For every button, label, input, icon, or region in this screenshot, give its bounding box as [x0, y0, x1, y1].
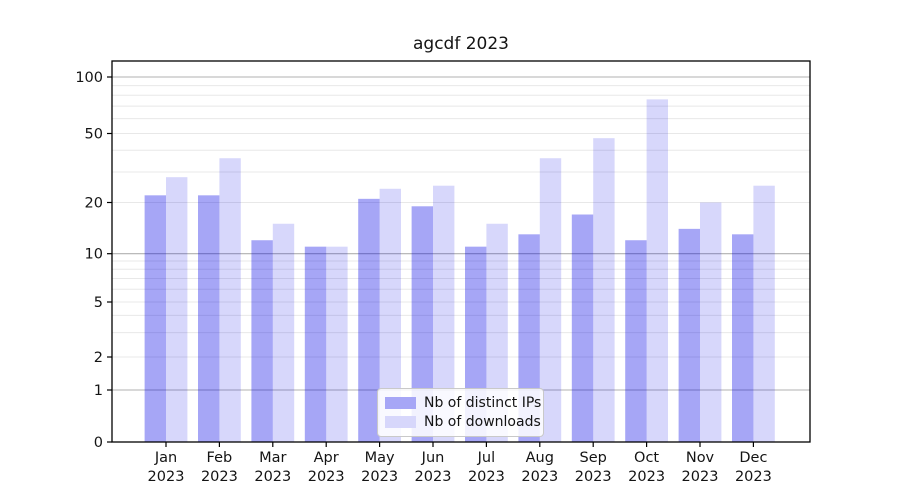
y-tick-label: 2 [94, 350, 103, 366]
x-tick-label-month: Jan [154, 450, 177, 466]
legend-swatch-distinct-ips [385, 397, 416, 409]
bar-ips-nov [678, 228, 700, 442]
x-tick-label-year: 2023 [148, 469, 185, 485]
legend-label-distinct-ips: Nb of distinct IPs [424, 395, 542, 411]
x-tick-label-month: Sep [580, 450, 607, 466]
bar-ips-mar [251, 240, 273, 442]
chart-title: agcdf 2023 [413, 34, 509, 54]
bar-downloads-dec [753, 185, 775, 443]
legend-swatch-downloads [385, 416, 416, 428]
x-tick-label-year: 2023 [735, 469, 772, 485]
bar-downloads-nov [700, 202, 722, 442]
x-tick-label-month: Jun [421, 450, 445, 466]
x-tick-label-year: 2023 [361, 469, 398, 485]
x-tick-label-month: Oct [634, 450, 659, 466]
x-tick-label-month: Dec [739, 450, 767, 466]
bar-downloads-mar [272, 223, 295, 442]
legend-item-downloads: Nb of downloads [385, 414, 541, 430]
bar-ips-may [358, 198, 380, 442]
x-tick-label-year: 2023 [521, 469, 558, 485]
x-tick-label-month: Feb [207, 450, 233, 466]
bar-downloads-feb [219, 158, 241, 442]
y-tick-label: 20 [85, 196, 103, 212]
bar-downloads-aug [539, 158, 562, 442]
bar-downloads-jun [433, 185, 455, 443]
y-tick-label: 100 [75, 70, 103, 86]
x-tick-label-year: 2023 [575, 469, 612, 485]
bar-ips-dec [732, 234, 754, 442]
legend: Nb of distinct IPs Nb of downloads [377, 388, 544, 437]
bar-downloads-sep [593, 138, 615, 443]
x-tick-label-month: Aug [526, 450, 554, 466]
bar-ips-sep [571, 214, 594, 442]
x-tick-label-year: 2023 [308, 469, 345, 485]
y-tick-label: 50 [85, 127, 103, 143]
x-tick-label-month: Jul [477, 450, 496, 466]
bar-ips-feb [198, 195, 220, 442]
x-tick-label-month: Apr [314, 450, 339, 466]
axes-spines [111, 60, 811, 443]
bar-ips-jun [411, 206, 433, 442]
x-tick-label-year: 2023 [415, 469, 452, 485]
bar-downloads-jan [166, 177, 188, 443]
bar-ips-apr [304, 246, 327, 442]
x-tick-label-year: 2023 [254, 469, 291, 485]
legend-label-downloads: Nb of downloads [424, 414, 541, 430]
y-tick-label: 5 [94, 295, 103, 311]
bar-downloads-oct [646, 99, 668, 443]
bar-ips-jan [144, 195, 166, 442]
x-tick-label-month: Mar [259, 450, 286, 466]
y-tick-label: 1 [94, 383, 103, 399]
x-tick-label-year: 2023 [468, 469, 505, 485]
bar-downloads-jul [486, 223, 508, 442]
x-tick-label-month: Nov [686, 450, 715, 466]
y-tick-label: 0 [94, 435, 103, 451]
y-tick-label: 10 [85, 247, 103, 263]
bar-downloads-apr [326, 246, 348, 442]
x-tick-label-month: May [365, 450, 395, 466]
x-tick-label-year: 2023 [201, 469, 238, 485]
x-tick-label-year: 2023 [682, 469, 719, 485]
legend-item-distinct-ips: Nb of distinct IPs [385, 395, 541, 411]
bar-downloads-may [379, 188, 401, 442]
bar-ips-oct [625, 240, 647, 442]
x-tick-label-year: 2023 [628, 469, 665, 485]
